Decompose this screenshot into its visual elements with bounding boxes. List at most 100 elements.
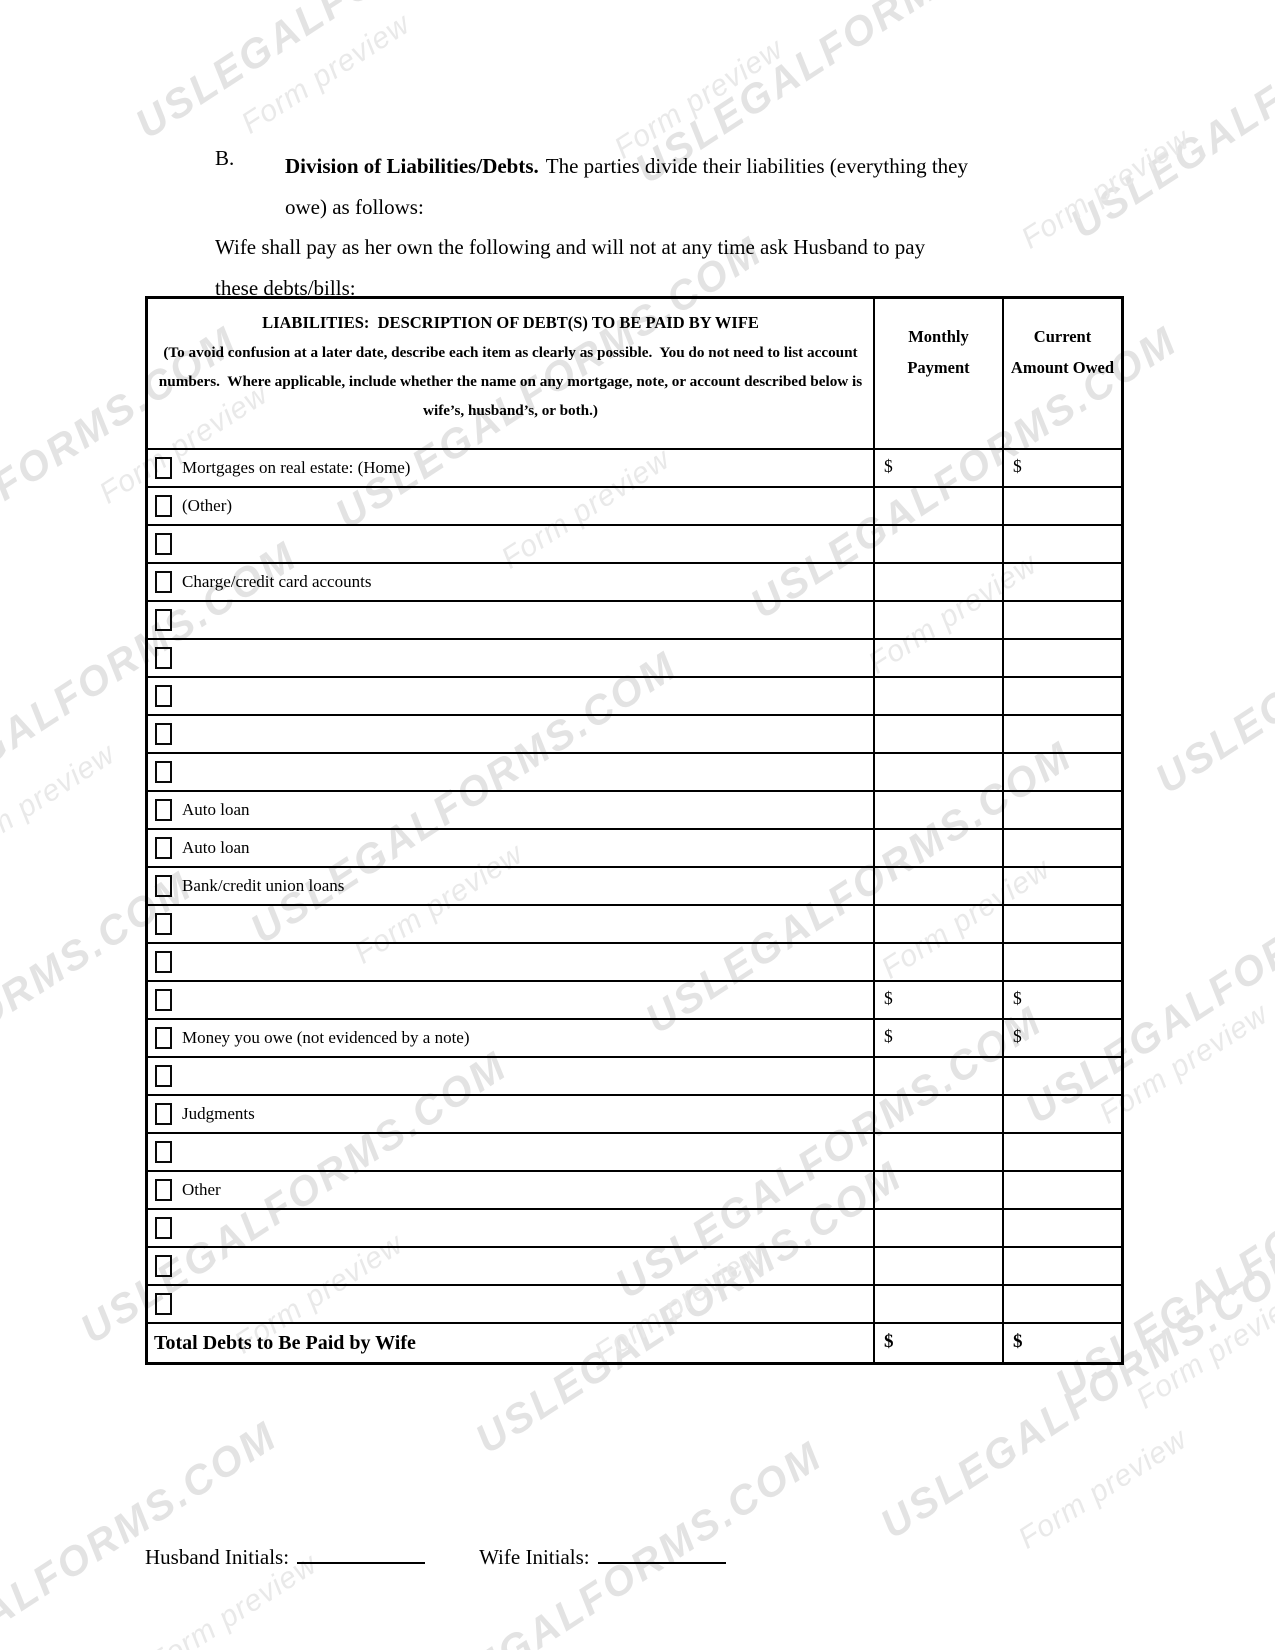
- wife-initials-line[interactable]: [597, 1543, 726, 1564]
- table-row: Mortgages on real estate: (Home) $ $: [148, 448, 1121, 486]
- husband-initials-label: Husband Initials:: [145, 1545, 290, 1569]
- debt-description-cell: [148, 640, 873, 676]
- debt-description-cell: Auto loan: [148, 830, 873, 866]
- table-row: Other: [148, 1170, 1121, 1208]
- description-header-note: (To avoid confusion at a later date, des…: [158, 344, 863, 419]
- monthly-payment-cell: [873, 754, 1002, 790]
- debt-description-cell: Auto loan: [148, 792, 873, 828]
- intro-paragraph: Wife shall pay as her own the following …: [215, 227, 1075, 309]
- row-checkbox[interactable]: [155, 913, 172, 935]
- current-amount-header: Current Amount Owed: [1002, 299, 1121, 448]
- current-amount-cell: [1002, 1134, 1121, 1170]
- row-checkbox[interactable]: [155, 533, 172, 555]
- husband-initials-line[interactable]: [297, 1543, 426, 1564]
- debt-description-cell: Other: [148, 1172, 873, 1208]
- debt-description-cell: Bank/credit union loans: [148, 868, 873, 904]
- debt-description-cell: [148, 1248, 873, 1284]
- monthly-payment-cell: [873, 488, 1002, 524]
- debt-description: Bank/credit union loans: [182, 876, 345, 895]
- row-checkbox[interactable]: [155, 1179, 172, 1201]
- debt-description: Charge/credit card accounts: [182, 572, 372, 591]
- debt-description-cell: [148, 602, 873, 638]
- table-row: [148, 638, 1121, 676]
- row-checkbox[interactable]: [155, 685, 172, 707]
- table-row: [148, 714, 1121, 752]
- row-checkbox[interactable]: [155, 495, 172, 517]
- table-header: LIABILITIES: DESCRIPTION OF DEBT(S) TO B…: [148, 299, 1121, 448]
- row-checkbox[interactable]: [155, 723, 172, 745]
- liabilities-table: LIABILITIES: DESCRIPTION OF DEBT(S) TO B…: [145, 296, 1124, 1365]
- row-checkbox[interactable]: [155, 951, 172, 973]
- debt-description: (Other): [182, 496, 233, 515]
- monthly-payment-cell: [873, 716, 1002, 752]
- debt-description-cell: [148, 1210, 873, 1246]
- row-checkbox[interactable]: [155, 1141, 172, 1163]
- current-amount-cell: [1002, 602, 1121, 638]
- monthly-payment-header: Monthly Payment: [873, 299, 1002, 448]
- table-row: [148, 676, 1121, 714]
- current-amount-cell: [1002, 1172, 1121, 1208]
- current-amount-cell: [1002, 640, 1121, 676]
- table-row: Auto loan: [148, 790, 1121, 828]
- debt-description: Mortgages on real estate: (Home): [182, 458, 411, 477]
- table-row: [148, 1056, 1121, 1094]
- current-amount-cell: $: [1002, 982, 1121, 1018]
- row-checkbox[interactable]: [155, 761, 172, 783]
- monthly-payment-cell: [873, 526, 1002, 562]
- row-checkbox[interactable]: [155, 1293, 172, 1315]
- table-row: [148, 1284, 1121, 1322]
- row-checkbox[interactable]: [155, 799, 172, 821]
- current-amount-cell: [1002, 830, 1121, 866]
- current-amount-cell: [1002, 1096, 1121, 1132]
- table-row: [148, 600, 1121, 638]
- row-checkbox[interactable]: [155, 457, 172, 479]
- table-row: Charge/credit card accounts: [148, 562, 1121, 600]
- liabilities-rows: Mortgages on real estate: (Home) $ $ (Other…: [148, 448, 1121, 1322]
- table-row: Money you owe (not evidenced by a note) $…: [148, 1018, 1121, 1056]
- monthly-payment-cell: [873, 1248, 1002, 1284]
- row-checkbox[interactable]: [155, 1255, 172, 1277]
- debt-description-cell: [148, 906, 873, 942]
- table-row: Judgments: [148, 1094, 1121, 1132]
- debt-description-cell: (Other): [148, 488, 873, 524]
- monthly-payment-cell: [873, 1058, 1002, 1094]
- current-amount-cell: $: [1002, 1020, 1121, 1056]
- debt-description-cell: Mortgages on real estate: (Home): [148, 450, 873, 486]
- row-checkbox[interactable]: [155, 875, 172, 897]
- row-checkbox[interactable]: [155, 1217, 172, 1239]
- current-amount-cell: [1002, 906, 1121, 942]
- monthly-payment-cell: [873, 830, 1002, 866]
- row-checkbox[interactable]: [155, 647, 172, 669]
- debt-description-cell: [148, 1134, 873, 1170]
- current-amount-cell: [1002, 868, 1121, 904]
- current-amount-cell: [1002, 716, 1121, 752]
- total-monthly-cell: $: [873, 1324, 1002, 1362]
- row-checkbox[interactable]: [155, 1103, 172, 1125]
- row-checkbox[interactable]: [155, 609, 172, 631]
- current-amount-cell: [1002, 564, 1121, 600]
- debt-description-cell: Judgments: [148, 1096, 873, 1132]
- description-header-title: LIABILITIES: DESCRIPTION OF DEBT(S) TO B…: [262, 313, 759, 332]
- initials-footer: Husband Initials: Wife Initials:: [145, 1543, 726, 1570]
- debt-description: Money you owe (not evidenced by a note): [182, 1028, 470, 1047]
- heading-line1: Division of Liabilities/Debts. The partie…: [285, 146, 1085, 187]
- current-amount-cell: [1002, 754, 1121, 790]
- row-checkbox[interactable]: [155, 837, 172, 859]
- debt-description: Auto loan: [182, 838, 250, 857]
- heading-line2: owe) as follows:: [285, 195, 424, 219]
- debt-description-cell: [148, 1286, 873, 1322]
- row-checkbox[interactable]: [155, 571, 172, 593]
- row-checkbox[interactable]: [155, 1065, 172, 1087]
- table-row: $ $: [148, 980, 1121, 1018]
- row-checkbox[interactable]: [155, 1027, 172, 1049]
- debt-description-cell: [148, 526, 873, 562]
- table-row: [148, 904, 1121, 942]
- current-amount-cell: [1002, 526, 1121, 562]
- monthly-payment-cell: $: [873, 982, 1002, 1018]
- monthly-payment-cell: [873, 1134, 1002, 1170]
- table-row: [148, 752, 1121, 790]
- total-current-cell: $: [1002, 1324, 1121, 1362]
- row-checkbox[interactable]: [155, 989, 172, 1011]
- debt-description-cell: [148, 944, 873, 980]
